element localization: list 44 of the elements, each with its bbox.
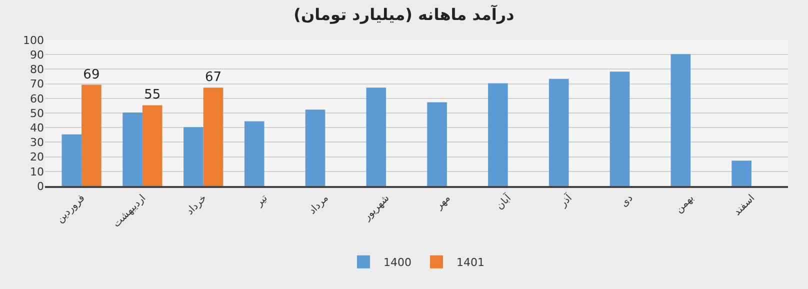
- x-tick-label: اردیبهشت: [111, 192, 148, 230]
- data-label: 67: [204, 70, 222, 86]
- bar: [142, 105, 162, 186]
- bar: [732, 160, 752, 186]
- bar: [184, 127, 204, 186]
- x-tick-label: شهریور: [361, 192, 392, 224]
- bar: [122, 112, 142, 186]
- bar: [305, 110, 326, 186]
- bar: [62, 134, 82, 186]
- x-tick-label: تیر: [253, 192, 270, 210]
- x-tick-label: فروردین: [54, 192, 88, 226]
- x-tick-label: مرداد: [307, 192, 331, 217]
- y-tick-label: 30: [30, 136, 44, 150]
- y-tick-label: 20: [30, 150, 44, 164]
- data-label: 55: [144, 88, 161, 103]
- data-label: 69: [83, 67, 100, 82]
- bar: [670, 54, 691, 186]
- x-tick-label: آبان: [493, 190, 514, 212]
- legend-label: 1400: [384, 256, 412, 270]
- x-tick-label: اسفند: [732, 192, 758, 218]
- bar: [488, 83, 508, 186]
- bar: [610, 72, 630, 186]
- y-tick-label: 60: [30, 92, 44, 106]
- x-tick-label: خرداد: [184, 192, 209, 218]
- bar: [82, 84, 102, 186]
- bar: [203, 88, 224, 186]
- y-tick-label: 50: [30, 106, 44, 120]
- y-tick-label: 40: [30, 121, 44, 134]
- y-tick-label: 80: [30, 63, 44, 76]
- y-tick-label: 10: [30, 165, 44, 178]
- bar: [427, 102, 447, 186]
- legend-label: 1401: [456, 256, 484, 270]
- y-tick-label: 100: [23, 34, 44, 47]
- y-tick-label: 90: [30, 48, 44, 62]
- x-tick-label: دی: [618, 192, 636, 210]
- bar: [548, 78, 569, 186]
- chart-title: درآمد ماهانه (میلیارد تومان): [294, 4, 514, 24]
- bar: [366, 88, 386, 186]
- bar: [244, 121, 264, 186]
- x-tick-label: مهر: [433, 192, 453, 212]
- x-tick-label: آذر: [556, 190, 576, 210]
- y-tick-label: 0: [37, 180, 44, 193]
- y-tick-label: 70: [30, 78, 44, 91]
- x-tick-label: بهمن: [674, 192, 696, 216]
